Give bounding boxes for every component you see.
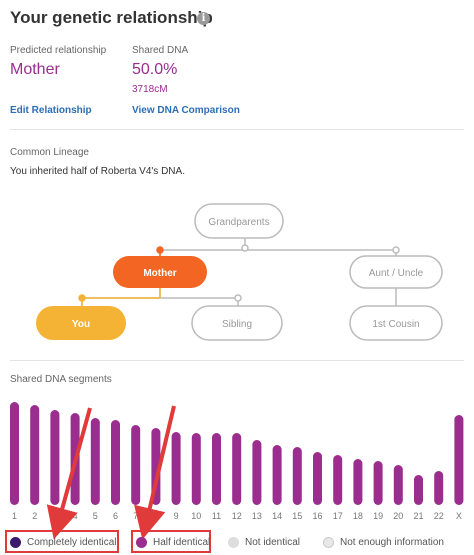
chromosome-label-12: 12 <box>232 511 242 521</box>
shared-dna-label: Shared DNA <box>132 45 189 56</box>
chromosome-label-20: 20 <box>393 511 403 521</box>
node-sibling-label: Sibling <box>222 319 252 330</box>
chromosome-bar-3[interactable] <box>50 410 60 505</box>
chromosome-bar-17[interactable] <box>333 455 343 505</box>
lineage-description: You inherited half of Roberta V4's DNA. <box>10 166 185 177</box>
common-lineage-heading: Common Lineage <box>10 147 89 158</box>
legend-dot-icon <box>136 537 147 548</box>
shared-dna-percent: 50.0% <box>132 61 178 78</box>
chromosome-label-21: 21 <box>413 511 423 521</box>
chromosome-label-18: 18 <box>353 511 363 521</box>
divider <box>10 129 464 130</box>
chromosome-label-4: 4 <box>73 511 78 521</box>
chromosome-bar-16[interactable] <box>313 452 322 505</box>
chromosome-bar-15[interactable] <box>292 447 302 505</box>
chromosome-bar-11[interactable] <box>212 433 221 505</box>
legend-half-identical: Half identical <box>136 537 210 548</box>
lineage-tree: Grandparents Mother Aunt / Uncle You Sib… <box>36 203 443 341</box>
legend-completely-identical-label: Completely identical <box>27 537 117 548</box>
chromosome-bar-14[interactable] <box>272 445 282 505</box>
chromosome-bar-19[interactable] <box>373 461 383 505</box>
node-mother[interactable]: Mother <box>113 256 207 288</box>
legend-not-enough-information-label: Not enough information <box>340 537 444 548</box>
chromosome-bar-X[interactable] <box>454 415 464 505</box>
chromosome-bar-13[interactable] <box>252 440 262 505</box>
chromosome-bar-22[interactable] <box>434 471 444 505</box>
predicted-relationship-value: Mother <box>10 61 60 78</box>
node-mother-label: Mother <box>143 268 176 279</box>
chromosome-bar-18[interactable] <box>353 459 363 505</box>
chromosome-label-2: 2 <box>32 511 37 521</box>
node-grandparents-label: Grandparents <box>208 217 269 228</box>
chromosome-label-5: 5 <box>93 511 98 521</box>
chromosome-bar-1[interactable] <box>10 402 19 505</box>
chromosome-label-14: 14 <box>272 511 282 521</box>
chromosome-browser: 1 2 3 4 5 6 7 8 9 10 11 12 13 14 15 16 17 18 19 20 21 22 X <box>10 402 464 521</box>
node-aunt-uncle: Aunt / Uncle <box>349 255 443 289</box>
chromosome-label-11: 11 <box>212 511 221 521</box>
legend-dot-icon <box>228 537 239 548</box>
chromosome-label-6: 6 <box>113 511 118 521</box>
edit-relationship-link[interactable]: Edit Relationship <box>10 105 92 116</box>
divider <box>10 360 464 361</box>
legend-dot-icon <box>10 537 21 548</box>
chromosome-bar-6[interactable] <box>111 420 120 505</box>
node-sibling: Sibling <box>191 305 283 341</box>
chromosome-label-17: 17 <box>333 511 343 521</box>
chromosome-label-X: X <box>456 511 462 521</box>
legend-not-identical: Not identical <box>228 537 300 548</box>
chromosome-label-13: 13 <box>252 511 262 521</box>
shared-segments-heading: Shared DNA segments <box>10 374 112 385</box>
info-icon[interactable]: i <box>197 12 210 25</box>
node-aunt-uncle-label: Aunt / Uncle <box>369 268 424 279</box>
node-first-cousin-label: 1st Cousin <box>372 319 419 330</box>
predicted-relationship-label: Predicted relationship <box>10 45 107 56</box>
chromosome-bar-10[interactable] <box>191 433 201 505</box>
chromosome-label-1: 1 <box>12 511 17 521</box>
node-you-label: You <box>72 319 90 330</box>
legend-not-enough-information: Not enough information <box>323 537 444 548</box>
chromosome-label-15: 15 <box>292 511 302 521</box>
page-title: Your genetic relationship <box>10 8 213 27</box>
chromosome-bar-2[interactable] <box>30 405 40 505</box>
chromosome-label-3: 3 <box>52 511 57 521</box>
chromosome-bar-7[interactable] <box>131 425 141 505</box>
annotation-box-completely-identical <box>5 530 119 553</box>
chromosome-label-9: 9 <box>174 511 179 521</box>
chromosome-label-8: 8 <box>153 511 158 521</box>
chromosome-bar-4[interactable] <box>70 413 80 505</box>
chromosome-bar-21[interactable] <box>414 475 423 505</box>
legend-half-identical-label: Half identical <box>153 537 211 548</box>
node-you: You <box>36 306 126 340</box>
chromosome-bar-12[interactable] <box>232 433 242 505</box>
chromosome-label-10: 10 <box>191 511 201 521</box>
annotation-box-half-identical <box>131 530 211 553</box>
chromosome-label-7: 7 <box>133 511 138 521</box>
legend-completely-identical: Completely identical <box>10 537 117 548</box>
legend-not-identical-label: Not identical <box>245 537 301 548</box>
chromosome-bar-20[interactable] <box>393 465 403 505</box>
chromosome-label-22: 22 <box>434 511 444 521</box>
view-dna-comparison-link[interactable]: View DNA Comparison <box>132 105 240 116</box>
node-first-cousin: 1st Cousin <box>349 305 443 341</box>
chromosome-bar-5[interactable] <box>90 418 100 505</box>
chromosome-bar-8[interactable] <box>151 428 161 505</box>
legend-dot-icon <box>323 537 334 548</box>
node-grandparents: Grandparents <box>194 203 284 239</box>
shared-dna-cm: 3718cM <box>132 84 168 95</box>
chromosome-bar-9[interactable] <box>171 432 181 505</box>
chromosome-label-16: 16 <box>312 511 322 521</box>
chromosome-label-19: 19 <box>373 511 383 521</box>
